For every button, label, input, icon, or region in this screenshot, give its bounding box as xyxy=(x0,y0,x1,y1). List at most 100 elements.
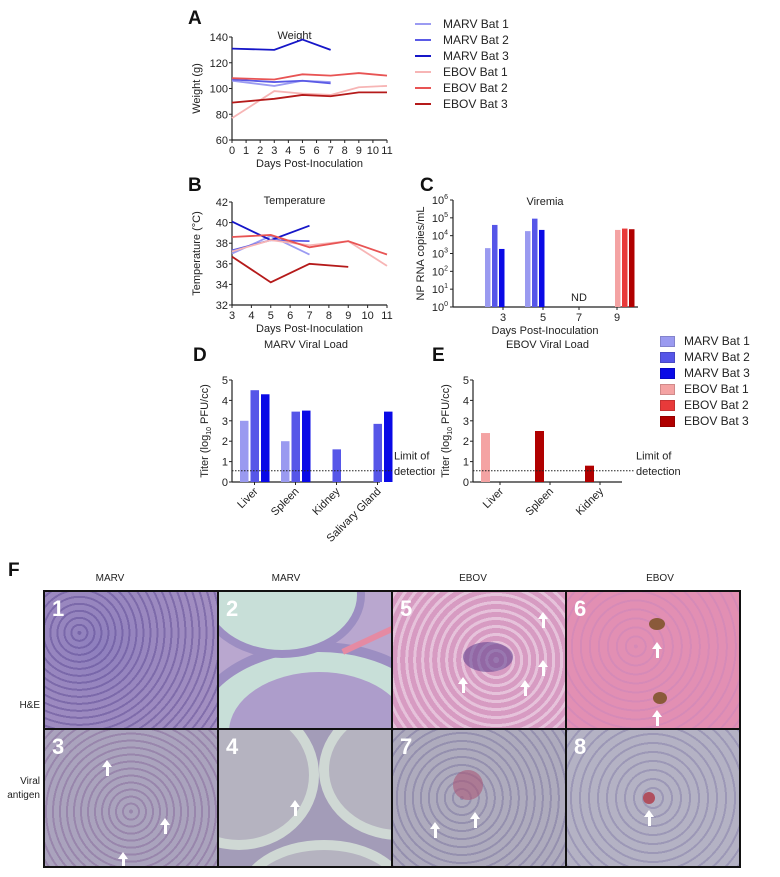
series-line xyxy=(231,91,387,104)
legend-swatch xyxy=(415,87,431,89)
svg-text:Kidney: Kidney xyxy=(574,485,607,518)
bar xyxy=(302,410,311,482)
svg-text:Temperature: Temperature xyxy=(264,195,326,207)
row-header-viral-antigen: Viral antigen xyxy=(0,775,40,803)
histology-tile-2: 2 xyxy=(219,592,391,728)
svg-text:Temperature (°C): Temperature (°C) xyxy=(191,211,203,295)
svg-text:60: 60 xyxy=(216,135,228,147)
chart-ebov-viral-load: EBOV Viral Load 0 1 2 3 4 5 Titer (log10 PFU/cc… xyxy=(440,339,680,519)
row-header-viral-line2: antigen xyxy=(7,790,40,801)
tile-number: 3 xyxy=(52,734,65,759)
series-line xyxy=(231,234,388,256)
svg-text:Limit of: Limit of xyxy=(394,451,430,463)
chart-marv-viral-load: MARV Viral Load 0 1 2 3 4 5 Titer (log10 PFU/cc… xyxy=(199,339,435,545)
bar xyxy=(485,248,491,307)
svg-text:5: 5 xyxy=(463,375,469,387)
bar xyxy=(629,229,635,307)
legend-lines: MARV Bat 1 MARV Bat 2 MARV Bat 3 EBOV Bat 1… xyxy=(415,16,509,112)
series-line xyxy=(231,72,388,81)
svg-text:102: 102 xyxy=(432,265,448,278)
svg-text:34: 34 xyxy=(216,279,228,291)
svg-text:38: 38 xyxy=(216,238,228,250)
bar xyxy=(281,441,290,482)
svg-text:4: 4 xyxy=(285,145,291,157)
svg-text:11: 11 xyxy=(381,310,392,322)
legend-swatch xyxy=(415,55,431,57)
tile-number: 2 xyxy=(226,596,239,621)
svg-text:5: 5 xyxy=(299,145,305,157)
svg-text:36: 36 xyxy=(216,259,228,271)
bar xyxy=(622,228,628,307)
bar xyxy=(240,420,249,482)
series-line xyxy=(231,78,331,85)
legend-label: MARV Bat 2 xyxy=(443,33,509,47)
legend-swatch xyxy=(660,415,675,427)
svg-text:100: 100 xyxy=(432,301,448,314)
svg-text:3: 3 xyxy=(271,145,277,157)
legend-item: MARV Bat 2 xyxy=(660,349,750,365)
svg-text:Titer (log10 PFU/cc): Titer (log10 PFU/cc) xyxy=(199,384,213,478)
svg-text:103: 103 xyxy=(432,248,448,261)
svg-text:3: 3 xyxy=(222,416,228,428)
legend-swatch xyxy=(415,71,431,73)
legend-label: MARV Bat 3 xyxy=(684,366,750,380)
legend-swatch xyxy=(660,351,675,363)
column-header-1: MARV xyxy=(95,573,125,584)
legend-swatch xyxy=(415,39,431,41)
legend-label: EBOV Bat 2 xyxy=(684,398,749,412)
histology-tile-3: 3 xyxy=(45,730,217,866)
histology-tile-4: 4 xyxy=(219,730,391,866)
svg-text:106: 106 xyxy=(432,194,448,207)
svg-text:11: 11 xyxy=(381,145,392,157)
bar xyxy=(261,394,270,482)
svg-text:32: 32 xyxy=(216,300,228,312)
row-header-he: H&E xyxy=(19,700,40,711)
svg-text:42: 42 xyxy=(216,197,228,209)
series-line xyxy=(231,85,388,119)
svg-text:Kidney: Kidney xyxy=(310,485,343,518)
bar xyxy=(539,229,545,307)
series-line xyxy=(231,220,310,242)
legend-item: MARV Bat 1 xyxy=(415,16,509,32)
svg-text:4: 4 xyxy=(222,395,228,407)
svg-text:104: 104 xyxy=(432,230,448,243)
svg-text:NP RNA copies/mL: NP RNA copies/mL xyxy=(415,207,427,301)
svg-text:Spleen: Spleen xyxy=(523,486,556,519)
chart-viremia: Viremia 100 101 102 103 104 105 106 3 5 7 9 Days Pos… xyxy=(415,194,638,337)
legend-swatch xyxy=(415,103,431,105)
svg-text:101: 101 xyxy=(432,283,448,296)
legend-label: EBOV Bat 3 xyxy=(443,97,508,111)
histology-tile-7: 7 xyxy=(393,730,565,866)
bar xyxy=(250,390,259,482)
svg-text:7: 7 xyxy=(328,145,334,157)
legend-label: EBOV Bat 1 xyxy=(443,65,508,79)
svg-text:detection: detection xyxy=(394,466,435,478)
legend-label: EBOV Bat 3 xyxy=(684,414,749,428)
svg-text:6: 6 xyxy=(287,310,293,322)
svg-text:5: 5 xyxy=(268,310,274,322)
svg-text:1: 1 xyxy=(243,145,249,157)
svg-text:40: 40 xyxy=(216,218,228,230)
svg-text:Titer (log10 PFU/cc): Titer (log10 PFU/cc) xyxy=(440,384,454,478)
svg-text:Liver: Liver xyxy=(235,485,261,511)
bar xyxy=(535,431,544,482)
bar xyxy=(291,411,300,482)
svg-text:Days Post-Inoculation: Days Post-Inoculation xyxy=(492,325,599,337)
series-line xyxy=(231,255,349,284)
legend-item: EBOV Bat 1 xyxy=(415,64,509,80)
panel-letter-a: A xyxy=(188,8,202,29)
column-header-3: EBOV xyxy=(459,573,487,584)
svg-text:1: 1 xyxy=(463,457,469,469)
svg-text:100: 100 xyxy=(210,84,228,96)
svg-text:4: 4 xyxy=(248,310,254,322)
svg-text:5: 5 xyxy=(540,312,546,324)
svg-text:0: 0 xyxy=(229,145,235,157)
histology-tile-8: 8 xyxy=(567,730,739,866)
panel-letter-e: E xyxy=(432,345,445,366)
legend-item: MARV Bat 2 xyxy=(415,32,509,48)
svg-text:Weight (g): Weight (g) xyxy=(191,63,203,114)
svg-text:10: 10 xyxy=(362,310,374,322)
svg-text:9: 9 xyxy=(356,145,362,157)
